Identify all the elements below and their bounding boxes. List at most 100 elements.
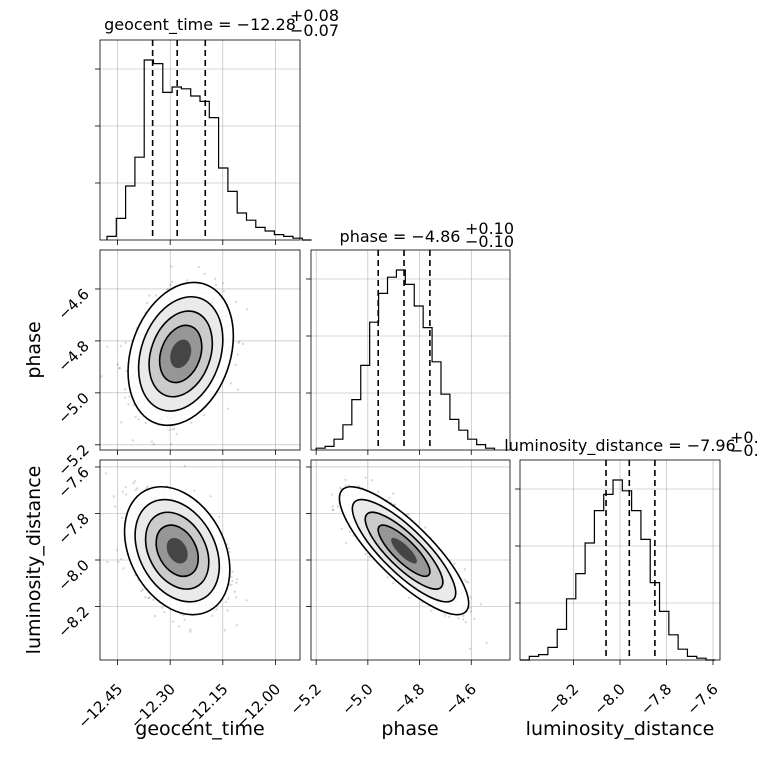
sample-point: [224, 600, 228, 604]
sample-point: [226, 543, 229, 546]
sample-point: [330, 493, 334, 496]
sample-point: [141, 588, 144, 591]
sample-point: [233, 590, 236, 593]
sample-point: [171, 620, 175, 623]
sample-point: [106, 560, 109, 564]
sample-point: [222, 289, 225, 293]
sample-point: [469, 647, 472, 650]
sample-point: [134, 488, 137, 491]
sample-point: [332, 508, 335, 512]
sample-point: [407, 513, 410, 516]
sample-point: [453, 562, 456, 565]
sample-point: [408, 596, 411, 600]
sample-point: [463, 578, 466, 582]
sample-point: [370, 478, 374, 482]
sample-point: [231, 579, 234, 583]
panel-hist-geocent-time: [99, 39, 301, 241]
tick-label-y: −4.8: [54, 337, 92, 375]
panel-hist-luminosity-distance: [519, 459, 721, 661]
title-luminosity-distance-minus: −0.10: [730, 441, 760, 460]
sample-point: [127, 403, 130, 406]
sample-point: [465, 580, 468, 583]
density-level: [166, 537, 188, 564]
sample-point: [197, 266, 201, 269]
sample-point: [364, 552, 367, 556]
contour-line: [364, 511, 444, 590]
sample-point: [124, 485, 127, 489]
sample-point: [104, 472, 108, 475]
sample-point: [227, 547, 231, 550]
tick-label-x: −8.0: [590, 680, 628, 718]
sample-point: [185, 279, 189, 282]
sample-point: [146, 485, 149, 488]
sample-point: [344, 478, 347, 482]
sample-point: [213, 277, 217, 280]
sample-point: [177, 625, 181, 628]
sample-point: [148, 294, 151, 297]
contour-line: [351, 498, 457, 603]
scatter-luminosity-distance-vs-phase: [330, 476, 488, 650]
sample-point: [331, 508, 334, 512]
contour-line: [158, 324, 203, 384]
sample-point: [160, 606, 164, 609]
sample-point: [215, 608, 218, 611]
tick-label-y: −7.8: [54, 510, 92, 548]
panel-phase-vs-geocent-time: [99, 249, 301, 451]
sample-point: [188, 630, 192, 633]
sample-point: [118, 367, 121, 370]
sample-point: [234, 300, 238, 304]
contour-line: [134, 498, 221, 603]
sample-point: [241, 342, 245, 346]
sample-point: [424, 526, 427, 529]
sample-point: [245, 308, 249, 311]
sample-point: [169, 283, 172, 287]
sample-point: [119, 345, 122, 348]
sample-point: [479, 603, 483, 606]
sample-point: [234, 363, 237, 367]
sample-point: [230, 575, 233, 579]
sample-point: [115, 549, 119, 552]
sample-point: [336, 505, 340, 509]
sample-point: [190, 421, 193, 424]
sample-point: [144, 421, 147, 425]
panel-luminosity-distance-vs-geocent-time: [99, 459, 301, 661]
sample-point: [211, 614, 214, 617]
sample-point: [140, 589, 143, 593]
contour-line: [155, 524, 200, 578]
density-level: [391, 537, 417, 564]
sample-point: [123, 388, 127, 391]
sample-point: [393, 503, 397, 507]
sample-point: [132, 404, 135, 407]
sample-point: [202, 413, 206, 417]
tick-label-y: −5.0: [54, 389, 92, 427]
contour-line: [127, 281, 235, 427]
sample-point: [230, 583, 233, 587]
sample-point: [227, 597, 230, 600]
sample-point: [152, 442, 156, 446]
tick-label-x: −4.6: [442, 680, 480, 718]
sample-point: [123, 396, 127, 399]
sample-point: [331, 505, 334, 508]
sample-point: [447, 615, 451, 619]
sample-point: [377, 490, 380, 493]
sample-point: [152, 598, 155, 601]
sample-point: [150, 440, 154, 443]
sample-point: [114, 505, 117, 508]
sample-point: [148, 596, 151, 599]
title-phase-plus: +0.10: [465, 219, 514, 238]
sample-point: [357, 484, 361, 488]
sample-point: [228, 550, 231, 554]
sample-point: [461, 618, 465, 621]
sample-point: [134, 415, 137, 419]
sample-point: [122, 567, 125, 570]
sample-point: [119, 421, 123, 424]
histogram-phase: [315, 269, 496, 450]
sample-point: [203, 272, 206, 276]
sample-point: [145, 302, 149, 305]
sample-point: [457, 617, 460, 620]
sample-point: [189, 628, 192, 631]
sample-point: [116, 363, 119, 366]
tick-label-x: −7.6: [683, 680, 721, 718]
sample-point: [133, 574, 137, 577]
sample-point: [485, 641, 488, 645]
